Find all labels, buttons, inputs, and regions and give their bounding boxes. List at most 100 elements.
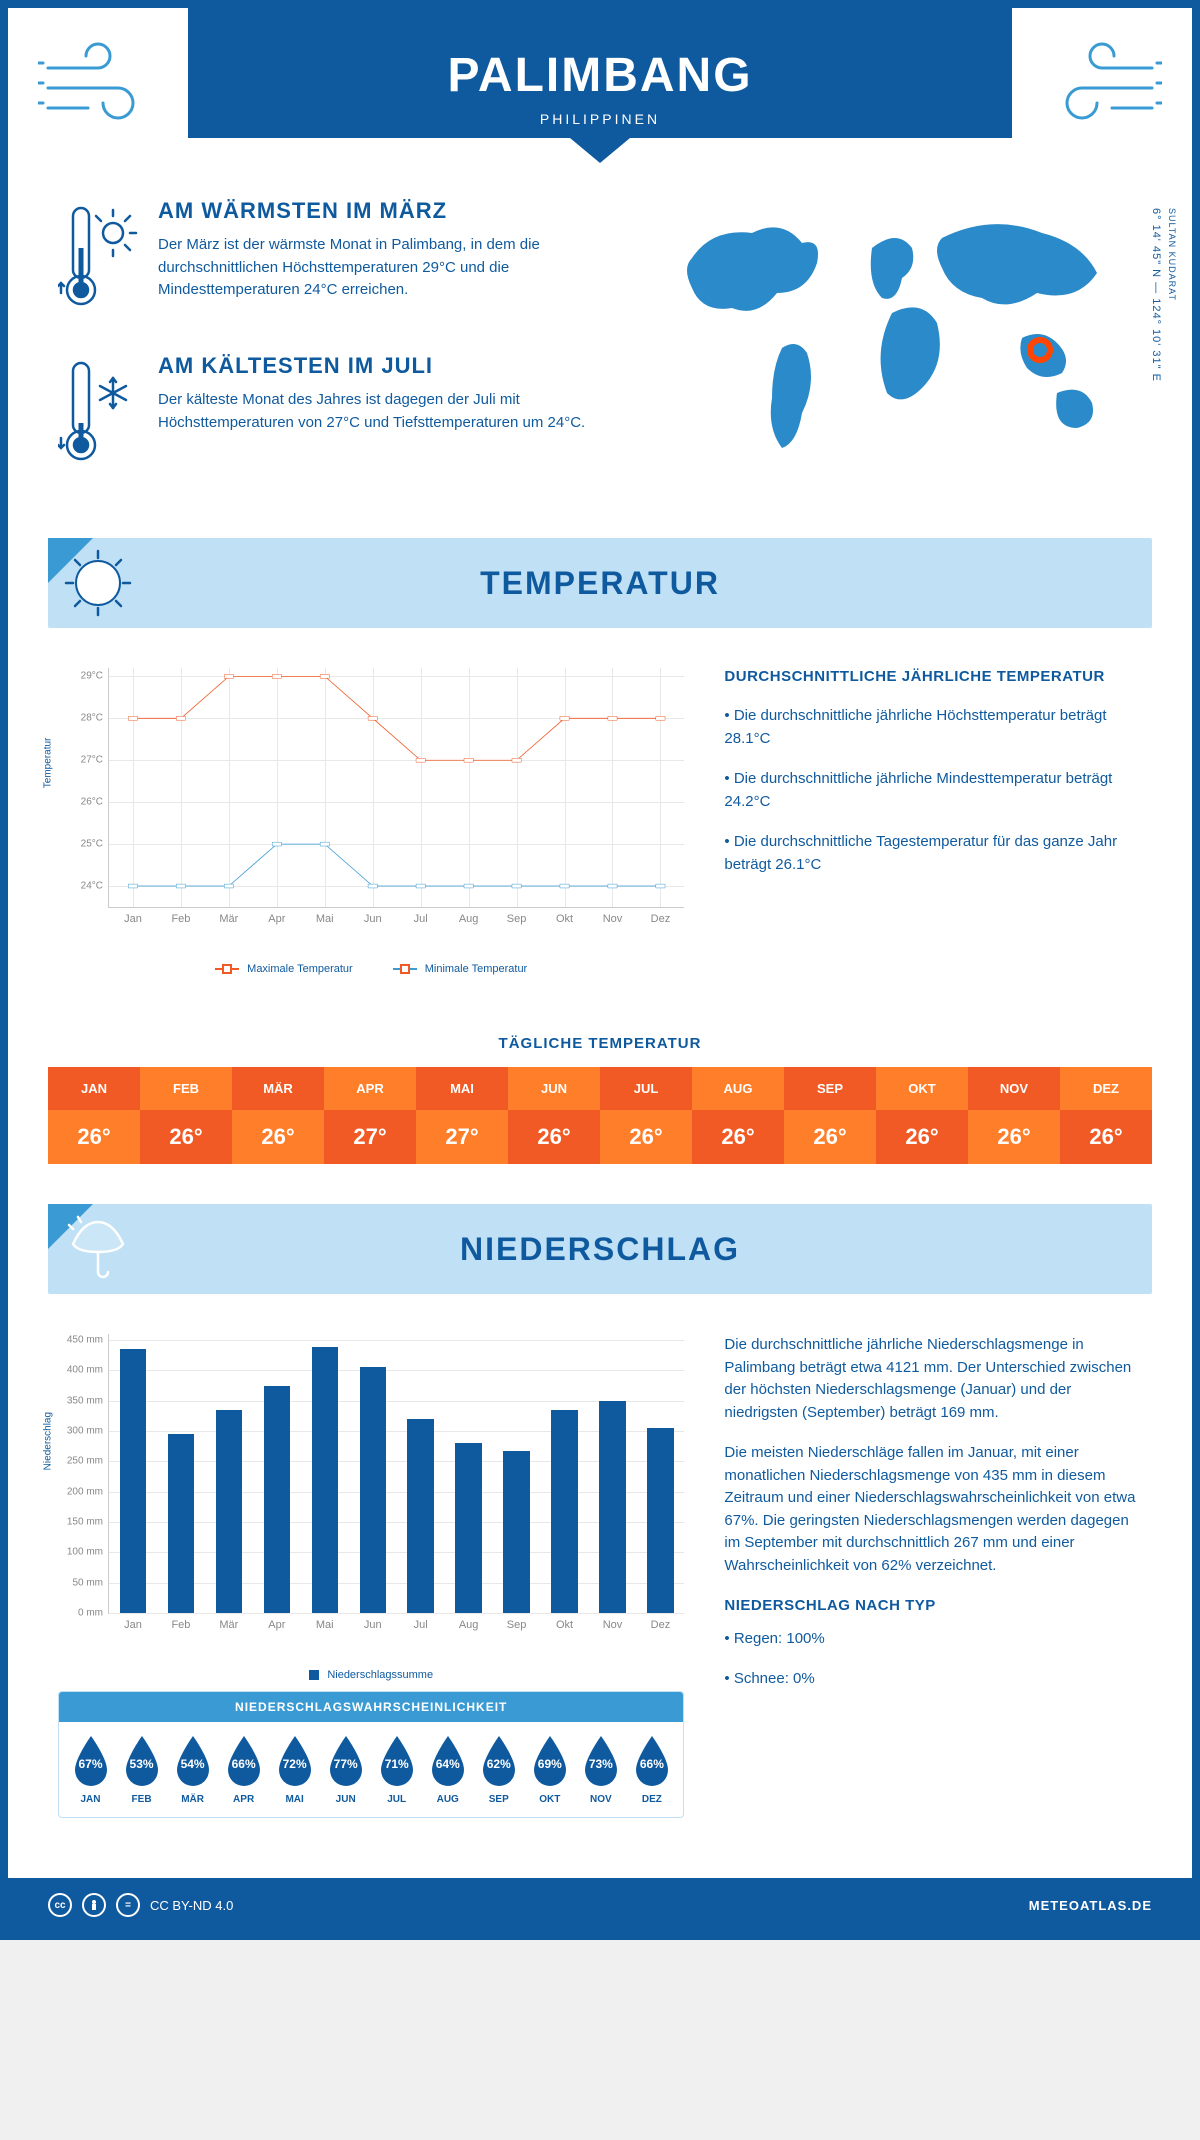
precip-p2: Die meisten Niederschläge fallen im Janu… [724,1442,1142,1577]
precip-bar [312,1347,338,1613]
daily-month: JUL [600,1067,692,1110]
precip-type-bullet: • Regen: 100% [724,1628,1142,1651]
thermometer-sun-icon [58,198,138,323]
footer: cc = CC BY-ND 4.0 METEOATLAS.DE [8,1878,1192,1932]
precip-type-heading: NIEDERSCHLAG NACH TYP [724,1595,1142,1618]
precip-title: NIEDERSCHLAG [460,1231,740,1268]
precip-type-bullet: • Schnee: 0% [724,1668,1142,1691]
precip-bar [407,1419,433,1613]
precip-bar [360,1367,386,1613]
daily-title: TÄGLICHE TEMPERATUR [8,1035,1192,1052]
warmest-title: AM WÄRMSTEN IM MÄRZ [158,198,622,224]
site-name: METEOATLAS.DE [1029,1898,1152,1913]
header: PALIMBANG PHILIPPINEN [8,8,1192,168]
daily-value: 26° [600,1110,692,1164]
daily-month: MAI [416,1067,508,1110]
temp-bullet: • Die durchschnittliche jährliche Mindes… [724,768,1142,813]
daily-value: 26° [508,1110,600,1164]
coldest-title: AM KÄLTESTEN IM JULI [158,353,622,379]
thermometer-snow-icon [58,353,138,478]
prob-cell: 54%MÄR [169,1734,216,1805]
prob-cell: 53%FEB [118,1734,165,1805]
umbrella-icon [63,1214,133,1284]
precip-bar [503,1451,529,1613]
daily-value: 26° [876,1110,968,1164]
temp-section-header: TEMPERATUR [48,538,1152,628]
intro-section: AM WÄRMSTEN IM MÄRZ Der März ist der wär… [8,168,1192,538]
cc-icon: cc [48,1893,72,1917]
daily-value: 27° [324,1110,416,1164]
daily-temp-table: JANFEBMÄRAPRMAIJUNJULAUGSEPOKTNOVDEZ 26°… [48,1067,1152,1164]
precip-section-header: NIEDERSCHLAG [48,1204,1152,1294]
legend-precip: Niederschlagssumme [327,1669,433,1681]
daily-month: OKT [876,1067,968,1110]
daily-value: 27° [416,1110,508,1164]
daily-value: 26° [692,1110,784,1164]
by-icon [82,1893,106,1917]
city-name: PALIMBANG [8,28,1192,103]
prob-cell: 66%DEZ [628,1734,675,1805]
precip-bar [264,1386,290,1613]
temp-line-chart: Temperatur 24°C25°C26°C27°C28°C29°CJanFe… [58,668,684,948]
warmest-fact: AM WÄRMSTEN IM MÄRZ Der März ist der wär… [58,198,622,323]
country-name: PHILIPPINEN [8,111,1192,127]
precip-bar-chart: Niederschlag 0 mm50 mm100 mm150 mm200 mm… [58,1334,684,1654]
prob-cell: 71%JUL [373,1734,420,1805]
daily-month: NOV [968,1067,1060,1110]
prob-title: NIEDERSCHLAGSWAHRSCHEINLICHKEIT [59,1692,683,1722]
precip-bar [455,1443,481,1613]
daily-value: 26° [232,1110,324,1164]
precip-bar [599,1401,625,1613]
daily-value: 26° [1060,1110,1152,1164]
daily-value: 26° [784,1110,876,1164]
coords-label: 6° 14' 45" N — 124° 10' 31" E [1150,208,1162,382]
temp-info: DURCHSCHNITTLICHE JÄHRLICHE TEMPERATUR •… [724,668,1142,975]
temp-y-label: Temperatur [43,738,54,789]
daily-month: MÄR [232,1067,324,1110]
daily-month: SEP [784,1067,876,1110]
region-label: SULTAN KUDARAT [1167,208,1177,301]
temp-info-heading: DURCHSCHNITTLICHE JÄHRLICHE TEMPERATUR [724,668,1142,685]
prob-cell: 67%JAN [67,1734,114,1805]
daily-month: APR [324,1067,416,1110]
precip-bar [216,1410,242,1613]
world-map: SULTAN KUDARAT 6° 14' 45" N — 124° 10' 3… [662,198,1142,508]
precip-p1: Die durchschnittliche jährliche Niedersc… [724,1334,1142,1424]
prob-cell: 69%OKT [526,1734,573,1805]
daily-month: FEB [140,1067,232,1110]
sun-icon [63,548,133,618]
precip-bar [120,1349,146,1613]
prob-cell: 62%SEP [475,1734,522,1805]
daily-value: 26° [968,1110,1060,1164]
wind-icon [38,38,158,138]
legend-min: Minimale Temperatur [425,963,528,975]
legend-max: Maximale Temperatur [247,963,353,975]
precip-prob-box: NIEDERSCHLAGSWAHRSCHEINLICHKEIT 67%JAN53… [58,1691,684,1818]
precip-legend: Niederschlagssumme [58,1669,684,1681]
license-text: CC BY-ND 4.0 [150,1898,233,1913]
temp-legend: .legend-swatch:nth-child(1)::after{borde… [58,963,684,975]
warmest-text: Der März ist der wärmste Monat in Palimb… [158,234,622,302]
precip-info: Die durchschnittliche jährliche Niedersc… [724,1334,1142,1858]
coldest-fact: AM KÄLTESTEN IM JULI Der kälteste Monat … [58,353,622,478]
wind-icon [1042,38,1162,138]
precip-bar [551,1410,577,1613]
daily-month: AUG [692,1067,784,1110]
prob-cell: 64%AUG [424,1734,471,1805]
prob-cell: 66%APR [220,1734,267,1805]
daily-month: JUN [508,1067,600,1110]
prob-cell: 72%MAI [271,1734,318,1805]
daily-value: 26° [140,1110,232,1164]
coldest-text: Der kälteste Monat des Jahres ist dagege… [158,389,622,434]
precip-bar [647,1428,673,1613]
daily-month: JAN [48,1067,140,1110]
temp-bullet: • Die durchschnittliche Tagestemperatur … [724,831,1142,876]
daily-value: 26° [48,1110,140,1164]
daily-month: DEZ [1060,1067,1152,1110]
precip-y-label: Niederschlag [43,1412,54,1470]
nd-icon: = [116,1893,140,1917]
prob-cell: 77%JUN [322,1734,369,1805]
prob-cell: 73%NOV [577,1734,624,1805]
temp-title: TEMPERATUR [480,565,720,602]
precip-bar [168,1434,194,1613]
